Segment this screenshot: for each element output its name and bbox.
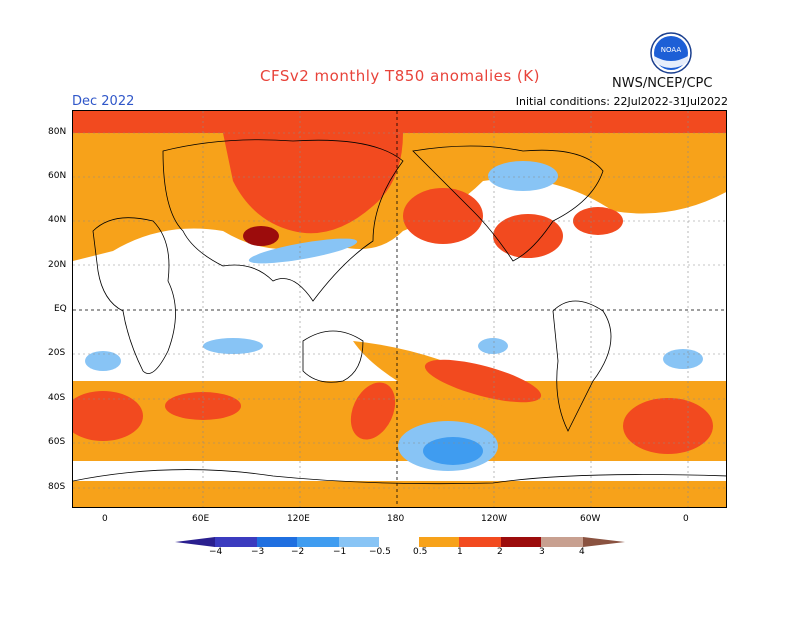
coastlines <box>73 139 726 485</box>
lon-label-60e: 60E <box>192 514 210 524</box>
initial-conditions: Initial conditions: 22Jul2022-31Jul2022 <box>515 95 728 108</box>
lat-label-eq: EQ <box>54 304 67 314</box>
colorbar-bin-2 <box>257 537 297 547</box>
canada-blue <box>488 161 558 191</box>
chart-title: CFSv2 monthly T850 anomalies (K) <box>260 67 540 85</box>
south-atlantic-red-west <box>73 391 143 441</box>
arctic-red-band <box>73 111 726 133</box>
sw-pacific-red <box>424 359 542 403</box>
colorbar-bin-5 <box>379 537 419 547</box>
lat-label-40s: 40S <box>48 393 66 403</box>
lat-label-40n: 40N <box>48 215 67 225</box>
lon-label-0-right: 0 <box>683 514 689 524</box>
noaa-logo-text: NOAA <box>661 46 682 54</box>
colorbar-bin-7 <box>459 537 501 547</box>
lat-label-20n: 20N <box>48 260 67 270</box>
colorbar-label-7: 1 <box>457 547 463 557</box>
lon-label-120e: 120E <box>287 514 310 524</box>
w-pacific-blue <box>248 238 358 264</box>
colorbar-bin-9 <box>541 537 583 547</box>
colorbar-label-8: 2 <box>497 547 503 557</box>
antarctic-white-band <box>73 461 726 481</box>
lon-label-180: 180 <box>387 514 405 524</box>
colorbar-arrow-high <box>583 537 625 547</box>
colorbar-label-4: −1 <box>333 547 347 557</box>
southern-ocean-blue <box>423 437 483 465</box>
colorbar-bin-6 <box>419 537 459 547</box>
colorbar-bin-1 <box>215 537 257 547</box>
anomaly-map <box>72 110 727 508</box>
lon-label-0-left: 0 <box>102 514 108 524</box>
colorbar-bin-8 <box>501 537 541 547</box>
colorbar-label-2: −3 <box>251 547 265 557</box>
colorbar-label-10: 4 <box>579 547 585 557</box>
lat-label-60s: 60S <box>48 437 66 447</box>
south-atlantic-red <box>623 398 713 454</box>
colorbar-bin-3 <box>297 537 339 547</box>
central-indian-blue <box>203 338 263 354</box>
indian-ocean-blue <box>85 351 121 371</box>
lat-label-80n: 80N <box>48 127 67 137</box>
colorbar-label-9: 3 <box>539 547 545 557</box>
north-america-red <box>493 214 563 258</box>
colorbar-arrow-low <box>175 537 215 547</box>
south-atlantic-blue <box>663 349 703 369</box>
colorbar <box>175 537 625 547</box>
colorbar-label-3: −2 <box>291 547 305 557</box>
lat-label-20s: 20S <box>48 348 66 358</box>
colorbar-bin-4 <box>339 537 379 547</box>
forecast-month: Dec 2022 <box>72 94 135 109</box>
asia-red-area <box>223 133 403 234</box>
east-pacific-blue <box>478 338 508 354</box>
lon-label-60w: 60W <box>580 514 601 524</box>
central-asia-darkred <box>243 226 279 246</box>
lon-label-120w: 120W <box>481 514 508 524</box>
colorbar-label-5: −0.5 <box>369 547 391 557</box>
colorbar-label-6: 0.5 <box>413 547 428 557</box>
colorbar-label-1: −4 <box>209 547 223 557</box>
gridlines <box>73 111 726 507</box>
ne-pacific-red <box>403 188 483 244</box>
noaa-logo-icon: NOAA <box>650 32 692 74</box>
agency-label: NWS/NCEP/CPC <box>612 76 713 91</box>
lat-label-80s: 80S <box>48 482 66 492</box>
lat-label-60n: 60N <box>48 171 67 181</box>
tasman-red <box>350 382 396 440</box>
anomaly-field <box>73 111 726 507</box>
